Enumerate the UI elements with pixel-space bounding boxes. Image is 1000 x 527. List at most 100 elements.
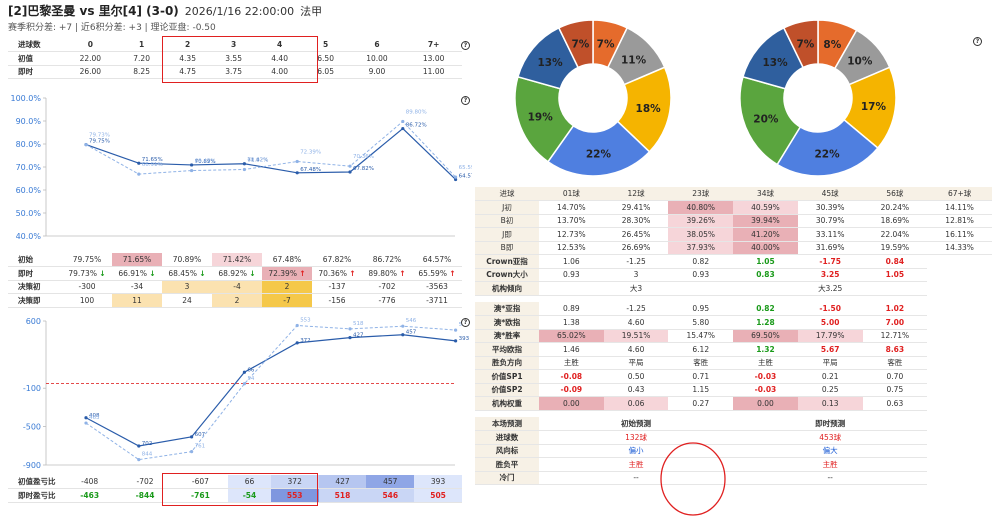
help-icon[interactable]: ? [461,96,470,105]
row-label: 进球数 [475,430,539,445]
pie-label: 13% [537,57,563,69]
spec-cell: 4.60 [603,315,669,330]
data-label: 408 [89,413,100,419]
row-label: 澳*欧指 [475,315,539,330]
row-label: 机构权重 [475,396,539,411]
series-point [84,416,88,420]
series-point [454,177,458,182]
row-label: 初值盈亏比 [8,475,62,489]
prob-cell: 28.30% [603,214,669,228]
spec-cell: -0.09 [539,383,604,397]
row-label: 澳*胜率 [475,329,539,343]
pie-label: 13% [762,57,788,69]
series-point [348,170,352,174]
odds-cell: 11.00 [405,65,462,79]
predict-live: 主胜 [733,457,928,472]
odds-cell: 4.75 [164,65,211,79]
series-point [454,328,458,332]
crown-row: Crown亚指 1.06 -1.25 0.82 1.05 -1.75 0.84 [475,254,992,269]
spec-cell: 0.27 [668,396,734,411]
series-line [85,334,456,447]
prob-cell: 20.24% [862,200,928,215]
prob-cell: 16.11% [927,227,992,242]
data-label: 393 [459,336,470,342]
spec-cell: 4.60 [603,342,669,357]
percent-line-chart: 100.0% 90.0% 80.0% 70.0% 60.0% 50.0% 40.0% 79.7… [10,94,472,241]
pie-label: 8% [823,39,841,51]
spec-cell: 5.80 [668,315,734,330]
spec-cell: 15.47% [668,329,734,343]
profit-line-chart: 600 -100 -500 -900 408 702 607 66 372 427 457 393 46… [23,317,470,470]
profit-cell: 372 [270,475,319,489]
profit-cell: 546 [366,488,415,503]
profit-cell: 66 [228,475,271,489]
row-label: 价值SP2 [475,383,539,397]
percent-table: 初始 79.75% 71.65% 70.89% 71.42% 67.48% 67.82% 86… [8,253,462,308]
percent-cell: 67.48% [262,253,312,267]
spec-cell: 0.06 [603,396,669,411]
goals-header-row: 进球数 0 1 2 3 4 5 6 7+ [8,38,462,52]
percent-cell: -3563 [412,280,462,294]
spacer [475,295,927,302]
series-point [454,339,458,343]
odds-cell: 3.75 [210,65,257,79]
row-label: B初 [475,214,539,228]
predict-live-header: 即时预测 [733,417,928,431]
prob-cell: 30.79% [797,214,863,228]
percent-cell: 66.91% ↓ [112,266,162,281]
pie-label: 22% [814,148,840,160]
series-point [137,458,141,462]
data-label: 457 [406,330,417,336]
prob-cell: 12.81% [927,214,992,228]
prob-cell: 19.59% [862,241,928,255]
series-point [454,175,458,179]
column-header: 12球 [603,187,669,201]
goals-col: 1 [118,38,165,52]
odds-cell: 6.05 [302,65,349,79]
profit-cell: -54 [228,488,271,503]
donut-chart-live: 8% 10% 17% 22% 20% 13% 7% [739,19,897,177]
spec-cell: 0.50 [603,369,669,384]
odds-cell: 10.00 [348,51,406,66]
percent-cell: 72.39% ↑ [262,266,312,281]
pie-slice [782,19,819,69]
spec-cell: -0.03 [733,369,798,384]
column-header: 34球 [733,187,798,201]
help-icon[interactable]: ? [461,41,470,50]
data-label: 79.75% [89,139,110,145]
crown-cell: -1.75 [797,254,863,269]
percent-cell: -702 [362,280,412,294]
spec-cell: 客胜 [668,356,734,370]
percent-cell: 68.92% ↓ [212,266,262,281]
pie-label: 10% [847,56,873,68]
data-label: 54 [247,376,254,382]
series-point [137,444,141,448]
data-label: 64.57% [459,173,472,179]
prob-cell: 30.39% [797,200,863,215]
match-datetime: 2026/1/16 22:00:00 [184,5,295,18]
predict-live: 453球 [733,430,928,445]
goals-odds-table: 进球数 0 1 2 3 4 5 6 7+ 初值 22.00 7.20 4.35 … [8,38,462,79]
y-tick-label: 80.0% [16,140,42,149]
y-tick-label: 100.0% [10,94,41,103]
series-point [401,333,405,337]
help-icon[interactable]: ? [461,318,470,327]
percent-row: 即时 79.73% ↓ 66.91% ↓ 68.45% ↓ 68.92% ↓ 72.39%… [8,266,462,281]
goals-col: 3 [210,38,257,52]
data-label: 553 [300,318,311,324]
series-point [401,126,405,131]
help-icon[interactable]: ? [973,37,982,46]
spec-cell: 5.67 [797,342,863,357]
goals-col: 7+ [405,38,462,52]
series-point [84,143,88,147]
pie-slice [776,118,879,177]
percent-cell: 70.89% [162,253,212,267]
row-label: Crown大小 [475,268,539,282]
pie-slice [557,19,594,69]
goals-now-row: 即时 26.00 8.25 4.75 3.75 4.00 6.05 9.00 1… [8,65,462,79]
series-line [85,324,456,461]
pie-label: 22% [586,149,612,161]
series-point [137,172,141,176]
spec-cell: -0.08 [539,369,604,384]
column-header: 56球 [862,187,928,201]
